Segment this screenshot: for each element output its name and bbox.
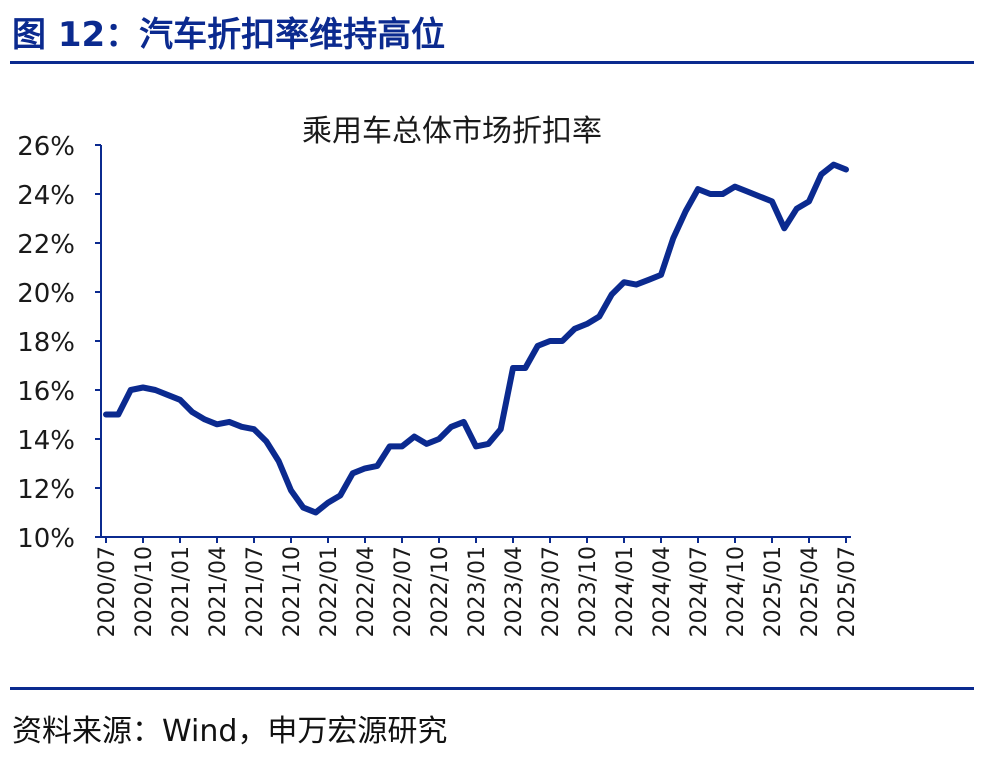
y-tick-label: 26% [17, 132, 75, 162]
y-tick-label: 24% [17, 181, 75, 211]
x-tick-label: 2025/04 [798, 546, 823, 637]
y-tick-label: 22% [17, 230, 75, 260]
y-tick-label: 16% [17, 377, 75, 407]
y-tick-label: 10% [17, 524, 75, 554]
x-tick-label: 2021/10 [280, 546, 305, 637]
figure-title: 图 12：汽车折扣率维持高位 [12, 15, 446, 55]
x-tick-label: 2022/04 [354, 546, 379, 637]
x-tick-label: 2021/07 [243, 546, 268, 637]
source-note: 资料来源：Wind，申万宏源研究 [12, 714, 448, 749]
x-axis: 2020/07 2020/10 2021/01 2021/04 2021/07 2021/… [95, 536, 860, 637]
y-axis: 10% 12% 14% 16% 18% 20% 22% 24% 26% [17, 132, 102, 554]
source-rule [10, 687, 974, 690]
x-tick-label: 2025/07 [835, 546, 860, 637]
x-tick-label: 2022/01 [317, 546, 342, 637]
series-layer [103, 161, 849, 516]
x-tick-label: 2020/07 [95, 546, 120, 637]
x-tick-label: 2024/01 [613, 546, 638, 637]
y-tick-label: 20% [17, 279, 75, 309]
title-rule [10, 61, 974, 64]
x-tick-label: 2025/01 [761, 546, 786, 637]
x-tick-label: 2022/10 [428, 546, 453, 637]
y-tick-label: 12% [17, 475, 75, 505]
series-line [103, 161, 849, 516]
x-tick-label: 2022/07 [391, 546, 416, 637]
x-tick-label: 2021/04 [206, 546, 231, 637]
y-tick-label: 18% [17, 328, 75, 358]
x-tick-label: 2023/01 [465, 546, 490, 637]
chart-title: 乘用车总体市场折扣率 [302, 114, 602, 149]
x-tick-label: 2024/10 [724, 546, 749, 637]
y-tick-label: 14% [17, 426, 75, 456]
x-tick-label: 2023/10 [576, 546, 601, 637]
x-tick-label: 2020/10 [132, 546, 157, 637]
x-tick-label: 2024/04 [650, 546, 675, 637]
x-tick-label: 2023/07 [539, 546, 564, 637]
x-tick-label: 2023/04 [502, 546, 527, 637]
x-tick-label: 2021/01 [169, 546, 194, 637]
x-tick-label: 2024/07 [687, 546, 712, 637]
